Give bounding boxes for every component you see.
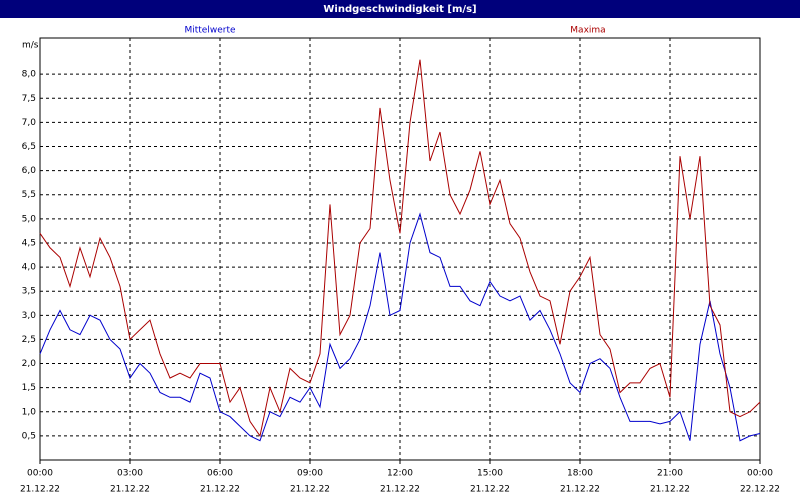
title-bar [0, 0, 800, 18]
y-tick-label: 4,5 [22, 238, 36, 248]
x-tick-label: 18:00 [567, 469, 593, 479]
x-tick-label: 09:00 [297, 469, 323, 479]
x-tick-label: 06:00 [207, 469, 233, 479]
x-tick-label: 03:00 [117, 469, 143, 479]
legend-label: Maxima [570, 26, 605, 36]
y-tick-label: 7,0 [22, 118, 37, 128]
y-tick-label: 6,0 [22, 166, 37, 176]
y-tick-label: 6,5 [22, 142, 36, 152]
legend-label: Mittelwerte [184, 26, 235, 36]
x-tick-label: 00:00 [27, 469, 53, 479]
x-tick-date: 21.12.22 [470, 485, 510, 495]
x-tick-date: 21.12.22 [200, 485, 240, 495]
series-line [39, 59, 761, 438]
y-axis-label: m/s [22, 41, 39, 51]
x-tick-label: 00:00 [747, 469, 773, 479]
x-tick-date: 21.12.22 [110, 485, 150, 495]
x-tick-label: 12:00 [387, 469, 413, 479]
y-tick-label: 4,0 [22, 263, 37, 273]
y-tick-label: 2,5 [22, 335, 36, 345]
x-tick-date: 21.12.22 [380, 485, 420, 495]
x-tick-date: 22.12.22 [740, 485, 780, 495]
x-tick-date: 21.12.22 [560, 485, 600, 495]
plot-frame [39, 37, 761, 461]
y-tick-label: 1,5 [22, 383, 36, 393]
y-tick-label: 7,5 [22, 94, 36, 104]
x-tick-date: 21.12.22 [650, 485, 690, 495]
y-tick-label: 5,5 [22, 190, 36, 200]
x-tick-date: 21.12.22 [290, 485, 330, 495]
x-tick-date: 21.12.22 [20, 485, 60, 495]
y-tick-label: 5,0 [22, 214, 37, 224]
chart-title: Windgeschwindigkeit [m/s] [323, 4, 476, 15]
y-tick-label: 3,0 [22, 311, 37, 321]
series-line [39, 212, 761, 442]
y-tick-label: 0,5 [22, 431, 36, 441]
y-tick-label: 1,0 [22, 407, 37, 417]
y-tick-label: 8,0 [22, 70, 37, 80]
y-tick-label: 2,0 [22, 359, 37, 369]
x-tick-label: 15:00 [477, 469, 503, 479]
y-tick-label: 3,5 [22, 287, 36, 297]
x-tick-label: 21:00 [657, 469, 683, 479]
